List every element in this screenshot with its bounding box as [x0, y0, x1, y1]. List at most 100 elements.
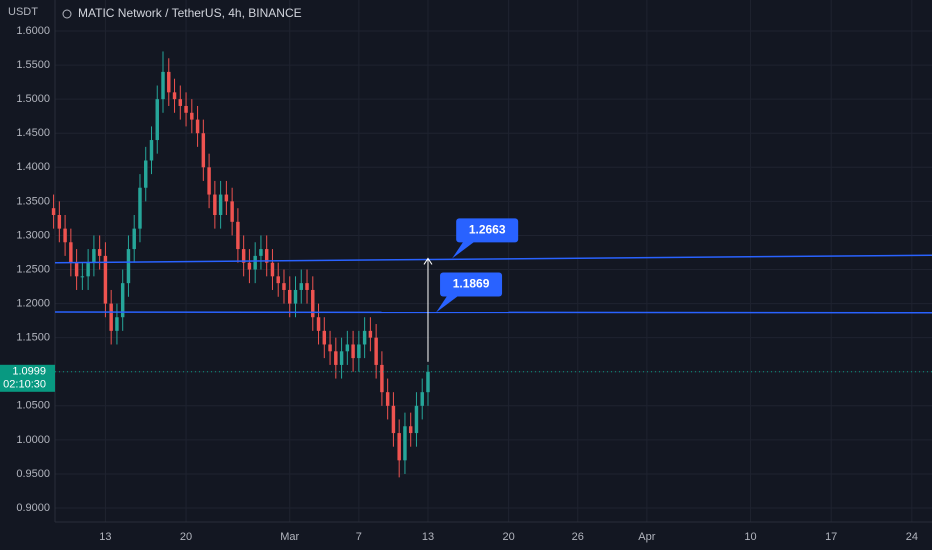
candle-body [311, 289, 315, 318]
y-tick-label: 1.0000 [16, 434, 50, 446]
level-line [54, 311, 932, 314]
x-tick-label: 20 [503, 531, 515, 543]
candle-body [276, 276, 280, 284]
x-tick-label: 10 [744, 531, 756, 543]
candle-body [339, 351, 344, 365]
candle-body [305, 283, 309, 290]
candle-body [213, 194, 217, 216]
candle-body [259, 249, 263, 256]
candle-body [132, 228, 136, 250]
candle-body [270, 262, 275, 277]
y-tick-label: 1.3000 [16, 229, 50, 241]
y-tick-label: 1.4500 [16, 127, 50, 139]
callout-pointer [436, 294, 461, 313]
y-tick-label: 1.2500 [16, 263, 50, 275]
candle-body [218, 194, 223, 216]
candle-body [115, 317, 119, 331]
candle-body [201, 133, 206, 168]
candle-body [69, 242, 73, 263]
callout-label: 1.1869 [453, 277, 490, 291]
candle-body [391, 405, 396, 434]
candle-body [86, 262, 90, 277]
candle-body [120, 283, 125, 318]
candle-body [74, 262, 79, 277]
candle-body [397, 433, 401, 461]
chart-title: MATIC Network / TetherUS, 4h, BINANCE [78, 6, 302, 20]
callout-box [456, 218, 519, 243]
candle-body [241, 249, 246, 263]
callout-pointer [452, 240, 477, 259]
y-tick-label: 1.0500 [16, 400, 50, 412]
y-tick-label: 0.9000 [16, 502, 50, 514]
candle-body [247, 262, 252, 270]
y-tick-label: 1.5500 [16, 59, 50, 71]
candle-body [138, 187, 142, 229]
candle-body [253, 255, 257, 270]
y-tick-label: 1.5000 [16, 93, 50, 105]
candle-body [408, 426, 413, 434]
y-tick-label: 1.2000 [16, 297, 50, 309]
measure-arrow-head [423, 257, 433, 265]
candle-body [357, 344, 361, 359]
candle-body [207, 167, 211, 195]
candle-body [230, 201, 234, 222]
price-tag-timer: 02:10:30 [3, 379, 46, 391]
candle-body [316, 317, 321, 331]
y-tick-label: 1.3500 [16, 195, 50, 207]
symbol-icon [62, 9, 72, 19]
candle-body [322, 330, 327, 345]
candle-body [144, 160, 148, 188]
candle-body [299, 283, 303, 290]
x-tick-label: 13 [422, 531, 434, 543]
candle-body [57, 215, 62, 229]
candle-body [184, 105, 188, 113]
candle-body [362, 330, 367, 345]
candle-body [420, 392, 424, 406]
candle-body [224, 194, 229, 202]
candle-body [161, 71, 165, 100]
candle-body [345, 344, 350, 352]
y-axis-label: USDT [8, 6, 38, 18]
candle-body [334, 351, 338, 365]
candle-body [264, 249, 269, 263]
candle-body [414, 405, 419, 434]
x-tick-label: Mar [280, 531, 299, 543]
x-tick-label: 7 [356, 531, 362, 543]
x-tick-label: 20 [180, 531, 192, 543]
candle-body [80, 276, 85, 278]
x-tick-label: 13 [99, 531, 111, 543]
candle-body [172, 92, 177, 100]
level-line [54, 254, 932, 264]
candle-body [63, 228, 67, 243]
x-tick-label: 17 [825, 531, 837, 543]
x-tick-label: 24 [906, 531, 918, 543]
callout-label: 1.2663 [469, 223, 506, 237]
candle-body [178, 99, 183, 106]
x-tick-label: 26 [572, 531, 584, 543]
candle-body [97, 249, 102, 256]
candle-body [368, 330, 373, 338]
candle-body [328, 344, 332, 352]
candle-body [236, 221, 240, 250]
candle-body [351, 344, 355, 359]
candle-body [190, 112, 194, 120]
candle-body [195, 119, 200, 134]
y-tick-label: 0.9500 [16, 468, 50, 480]
candle-body [426, 371, 430, 393]
candle-body [51, 208, 56, 216]
y-tick-label: 1.1500 [16, 332, 50, 344]
candle-body [149, 140, 154, 161]
price-tag [0, 364, 55, 392]
candle-body [103, 255, 108, 304]
candle-body [167, 71, 171, 93]
candle-body [126, 249, 131, 284]
candle-body [109, 303, 113, 331]
candle-body [92, 249, 96, 263]
y-tick-label: 1.6000 [16, 25, 50, 37]
candle-body [380, 364, 384, 393]
y-tick-label: 1.4000 [16, 161, 50, 173]
candle-body [282, 283, 286, 290]
candle-body [385, 392, 390, 406]
candle-body [293, 289, 298, 304]
